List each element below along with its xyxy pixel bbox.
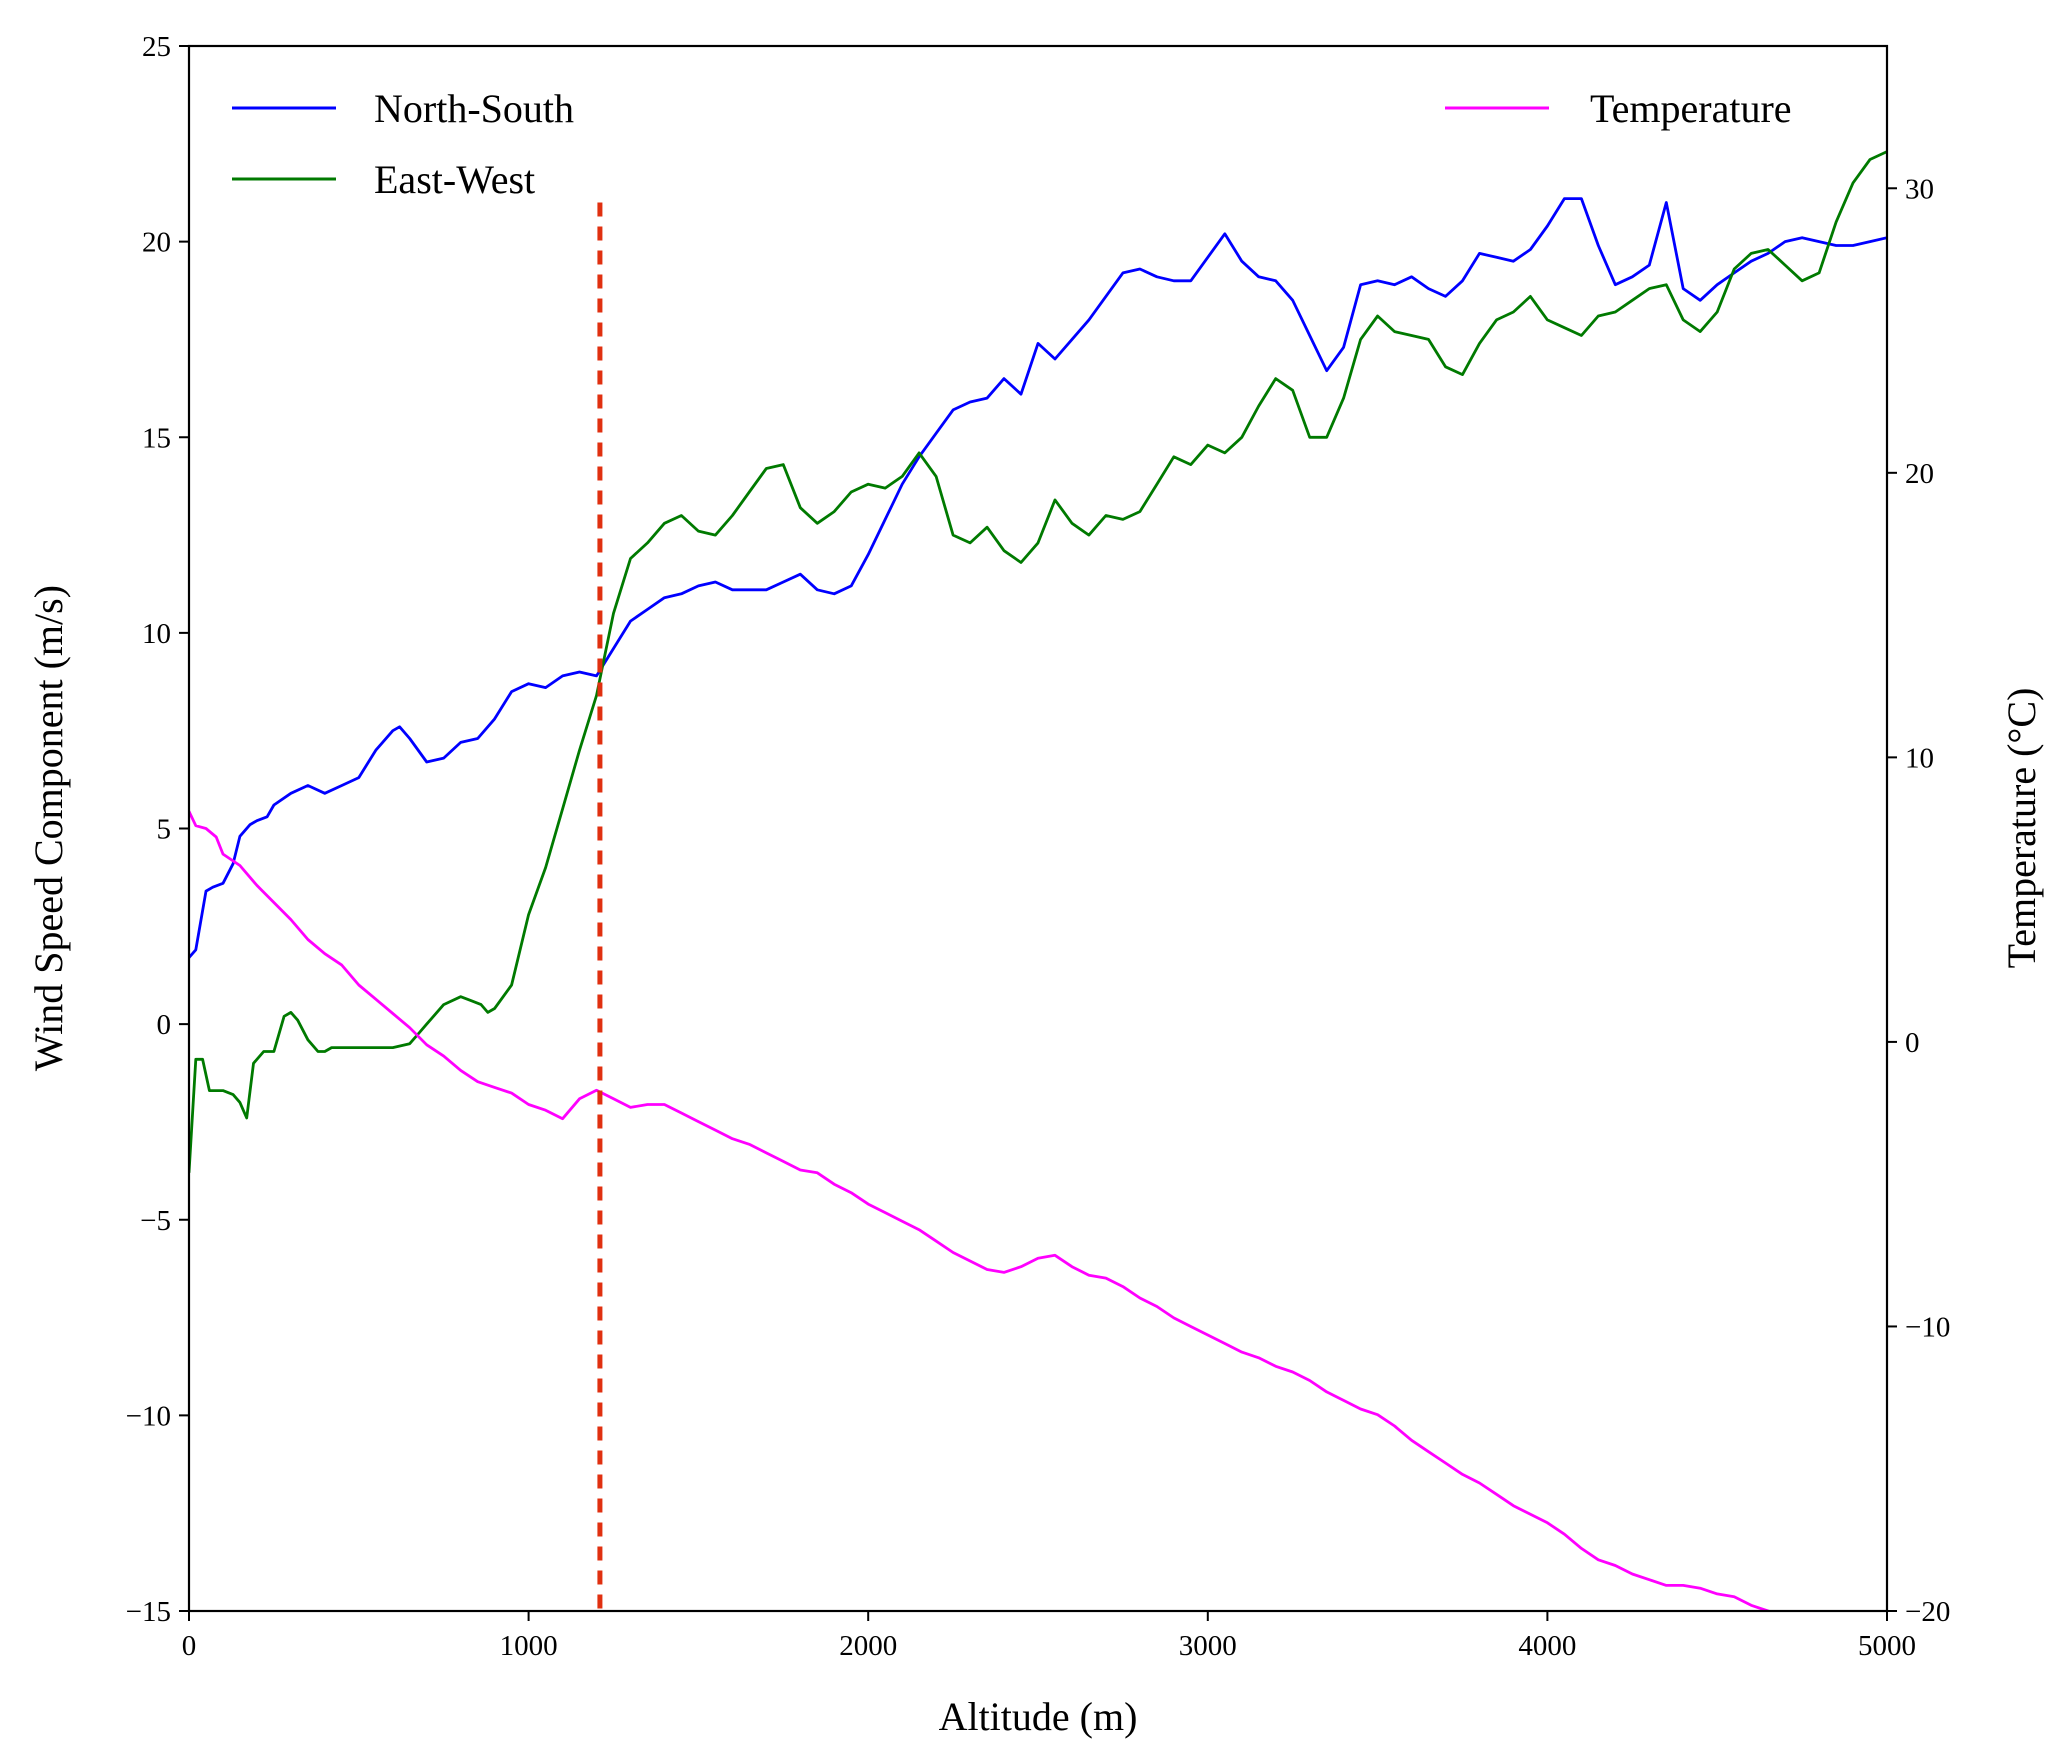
legend-left: North-South East-West	[232, 86, 574, 202]
y-left-tick-label: 5	[157, 814, 172, 846]
y-right-tick-label: 0	[1905, 1027, 1920, 1059]
y-left-tick-label: −10	[126, 1400, 171, 1432]
series-line-east-west	[189, 150, 1887, 1173]
series-line-north-south	[189, 197, 1887, 959]
legend-right: Temperature	[1445, 86, 1792, 131]
series-layer	[189, 150, 1887, 1611]
y-left-axis-title: Wind Speed Component (m/s)	[26, 585, 71, 1071]
y-left-axis-ticks: −15 −10 −5 0 5 10 15 20 25	[126, 31, 189, 1628]
y-left-tick-label: 20	[142, 227, 171, 259]
x-tick-label: 5000	[1858, 1630, 1916, 1662]
y-right-tick-label: 30	[1905, 173, 1934, 205]
y-right-tick-label: 10	[1905, 742, 1934, 774]
x-tick-label: 2000	[839, 1630, 897, 1662]
y-left-tick-label: 25	[142, 31, 171, 63]
y-right-tick-label: −20	[1905, 1596, 1950, 1628]
y-left-tick-label: −15	[126, 1596, 171, 1628]
y-left-tick-label: 15	[142, 422, 171, 454]
y-right-axis-ticks: −20 −10 0 10 20 30	[1887, 173, 1950, 1628]
y-left-tick-label: 10	[142, 618, 171, 650]
x-tick-label: 0	[182, 1630, 197, 1662]
y-left-tick-label: 0	[157, 1009, 172, 1041]
y-left-tick-label: −5	[140, 1205, 171, 1237]
y-right-tick-label: 20	[1905, 458, 1934, 490]
legend-label-temperature: Temperature	[1590, 86, 1792, 131]
x-axis-title: Altitude (m)	[939, 1694, 1138, 1739]
legend-label-east-west: East-West	[374, 157, 535, 202]
x-tick-label: 1000	[500, 1630, 558, 1662]
x-tick-label: 3000	[1179, 1630, 1237, 1662]
x-axis-ticks: 0 1000 2000 3000 4000 5000	[182, 1611, 1916, 1662]
legend-label-north-south: North-South	[374, 86, 574, 131]
x-tick-label: 4000	[1518, 1630, 1576, 1662]
y-right-axis-title: Temperature (°C)	[1999, 688, 2044, 969]
y-right-tick-label: −10	[1905, 1311, 1950, 1343]
series-line-temperature	[189, 810, 1773, 1611]
